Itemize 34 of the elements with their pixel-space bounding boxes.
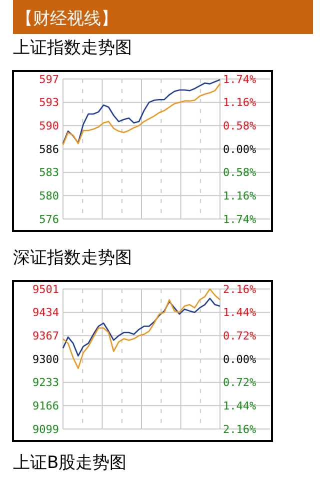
y2-tick-label: 1.44% bbox=[223, 400, 256, 413]
y2-tick-label: 0.00% bbox=[223, 352, 256, 366]
text: 上证B股走势图 bbox=[13, 453, 127, 473]
text: 【财经视线】 bbox=[16, 9, 118, 29]
line-series bbox=[62, 288, 221, 370]
line-series bbox=[62, 298, 221, 357]
y2-tick-label: 0.58% bbox=[223, 120, 256, 133]
y-tick-label: 9099 bbox=[32, 422, 59, 436]
y-tick-label: 586 bbox=[39, 142, 59, 156]
y-tick-label: 9233 bbox=[32, 376, 59, 390]
y2-tick-label: 0.72% bbox=[223, 330, 256, 343]
y-tick-label: 597 bbox=[39, 72, 59, 86]
y-tick-label: 9367 bbox=[32, 330, 59, 343]
y-tick-label: 576 bbox=[39, 212, 59, 226]
y2-tick-label: 1.16% bbox=[223, 96, 256, 110]
y2-tick-label: 2.16% bbox=[223, 282, 256, 296]
y2-tick-label: 0.72% bbox=[223, 376, 256, 390]
y-tick-label: 9434 bbox=[32, 306, 60, 320]
chart-title: 上证指数走势图 bbox=[13, 38, 132, 58]
y-tick-label: 590 bbox=[39, 120, 59, 133]
y2-tick-label: 1.44% bbox=[223, 306, 256, 320]
y2-tick-label: 0.58% bbox=[223, 166, 256, 180]
y-tick-label: 9501 bbox=[32, 282, 59, 296]
y2-tick-label: 1.74% bbox=[223, 212, 256, 226]
y2-tick-label: 2.16% bbox=[223, 422, 256, 436]
chart-title: 深证指数走势图 bbox=[13, 248, 132, 268]
y2-tick-label: 1.74% bbox=[223, 72, 256, 86]
y-tick-label: 583 bbox=[39, 166, 59, 180]
y-tick-label: 9300 bbox=[32, 352, 59, 366]
y2-tick-label: 0.00% bbox=[223, 142, 256, 156]
y-tick-label: 580 bbox=[39, 190, 59, 203]
y-tick-label: 593 bbox=[39, 96, 59, 110]
y-tick-label: 9166 bbox=[32, 400, 59, 413]
y2-tick-label: 1.16% bbox=[223, 190, 256, 203]
